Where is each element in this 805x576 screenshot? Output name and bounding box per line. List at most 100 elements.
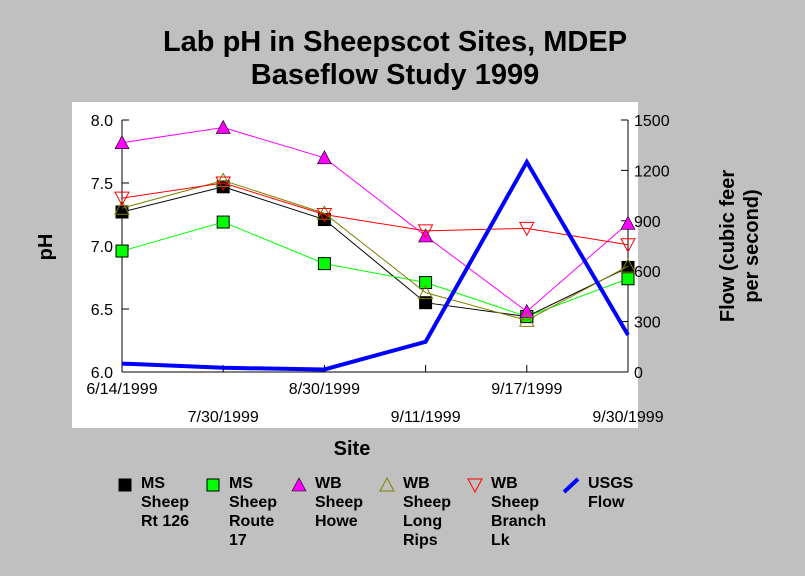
legend-label-line: Branch <box>491 513 547 530</box>
y-axis-label: pH <box>35 234 57 261</box>
square-marker <box>115 244 129 258</box>
y2-tick-label: 600 <box>634 264 661 281</box>
open-triangle-marker <box>215 172 232 187</box>
open-down-triangle-marker <box>620 238 636 253</box>
open-triangle-marker <box>417 284 434 300</box>
legend-label: WB Sheep Branch Lk <box>491 474 546 550</box>
legend-label-line: Rt 126 <box>141 513 190 530</box>
x-tick-label: 8/30/1999 <box>289 381 360 398</box>
legend-marker <box>379 476 395 492</box>
y2-tick-label: 0 <box>634 365 643 382</box>
square-marker <box>621 272 635 286</box>
series-6 <box>121 157 630 372</box>
legend-marker <box>118 478 132 492</box>
open-triangle-marker <box>379 476 395 492</box>
open-triangle-marker <box>518 312 535 327</box>
legend-label-line: Sheep <box>491 494 540 511</box>
x-tick-label: 9/11/1999 <box>391 409 461 426</box>
square-marker <box>216 215 230 229</box>
y-tick-label: 6.5 <box>91 302 113 319</box>
square-marker <box>419 276 433 290</box>
open-down-triangle-marker <box>518 221 535 237</box>
legend-label-line: Rips <box>403 532 438 549</box>
open-down-triangle-marker <box>417 224 434 239</box>
triangle-marker <box>114 135 130 149</box>
legend-label-line: Long <box>403 513 443 530</box>
legend-label-line: Flow <box>588 494 625 511</box>
x-tick-label: 6/14/1999 <box>86 381 157 398</box>
series-3 <box>114 119 636 318</box>
open-down-triangle-marker <box>114 191 130 207</box>
open-triangle-marker <box>620 258 636 273</box>
legend-item: MS Sheep Route 17 <box>204 474 277 550</box>
legend-marker <box>291 477 307 492</box>
x-tick-label: 7/30/1999 <box>188 409 259 426</box>
y2-tick-label: 300 <box>634 315 661 332</box>
legend-line-marker <box>563 477 580 494</box>
legend-label-line: Sheep <box>141 494 190 511</box>
chart-title-line-1: Lab pH in Sheepscot Sites, MDEP <box>162 26 628 58</box>
square-marker <box>118 478 132 492</box>
x-tick-label: 9/17/1999 <box>491 381 562 398</box>
series-line <box>121 127 629 313</box>
series-5 <box>114 176 636 253</box>
legend-label-line: Sheep <box>229 494 278 511</box>
legend-label-line: USGS <box>588 475 634 492</box>
legend-label-line: MS <box>141 475 165 492</box>
triangle-marker <box>519 303 535 318</box>
series-line <box>121 186 629 318</box>
legend-label-line: Sheep <box>403 494 452 511</box>
square-marker <box>317 257 331 271</box>
legend-label-line: 17 <box>229 532 247 549</box>
y2-axis-label-line-1: Flow (cubic feer <box>717 170 739 322</box>
legend-label-line: WB <box>491 475 518 492</box>
legend-label: WB Sheep Long Rips <box>403 474 451 550</box>
chart-title: Lab pH in Sheepscot Sites, MDEP Baseflow… <box>0 26 790 92</box>
y-tick-label: 7.5 <box>91 176 113 193</box>
series-layer <box>114 119 636 372</box>
legend-item: WB Sheep Branch Lk <box>466 474 546 550</box>
square-marker <box>419 296 433 310</box>
series-line <box>121 221 629 318</box>
legend-item: WB Sheep Long Rips <box>378 474 451 550</box>
series-line <box>121 182 629 246</box>
chart-panel <box>72 102 638 428</box>
legend-marker <box>206 478 220 492</box>
legend-marker <box>563 477 580 494</box>
triangle-marker <box>620 215 636 230</box>
open-down-triangle-marker <box>215 176 232 192</box>
legend-item: MS Sheep Rt 126 <box>116 474 189 531</box>
legend-label-line: Howe <box>315 513 358 530</box>
series-line <box>121 157 630 372</box>
triangle-marker <box>215 119 231 134</box>
legend-label-line: Lk <box>491 532 510 549</box>
square-marker <box>206 478 220 492</box>
legend-label: MS Sheep Rt 126 <box>141 474 189 531</box>
y-tick-label: 7.0 <box>91 239 113 256</box>
y2-tick-label: 1500 <box>634 113 670 130</box>
y2-axis-label: Flow (cubic feer per second) <box>717 170 763 322</box>
legend-label: MS Sheep Route 17 <box>229 474 277 550</box>
legend-label-line: Route <box>229 513 275 530</box>
legend-label: USGS Flow <box>588 474 633 512</box>
triangle-marker <box>418 228 434 243</box>
legend-label-line: WB <box>403 475 430 492</box>
y-tick-label: 6.0 <box>91 365 113 382</box>
chart-title-line-2: Baseflow Study 1999 <box>250 59 540 91</box>
legend-label-line: Sheep <box>315 494 364 511</box>
axes-layer: 6.0 6.5 7.0 7.5 8.0 0 300 600 900 1200 1500 6/14/19… <box>86 113 669 426</box>
x-tick-label: 9/30/1999 <box>592 409 663 426</box>
open-triangle-marker <box>316 205 333 220</box>
y2-tick-label: 900 <box>634 214 661 231</box>
open-down-triangle-marker <box>316 208 333 223</box>
legend-item: WB Sheep Howe <box>290 474 363 531</box>
legend-marker <box>467 478 483 494</box>
x-axis-label: Site <box>334 438 371 460</box>
y2-tick-label: 1200 <box>634 163 670 180</box>
y-tick-label: 8.0 <box>91 113 113 130</box>
legend-label: WB Sheep Howe <box>315 474 363 531</box>
open-down-triangle-marker <box>467 478 483 494</box>
legend-label-line: MS <box>229 475 253 492</box>
legend-label-line: WB <box>315 475 342 492</box>
